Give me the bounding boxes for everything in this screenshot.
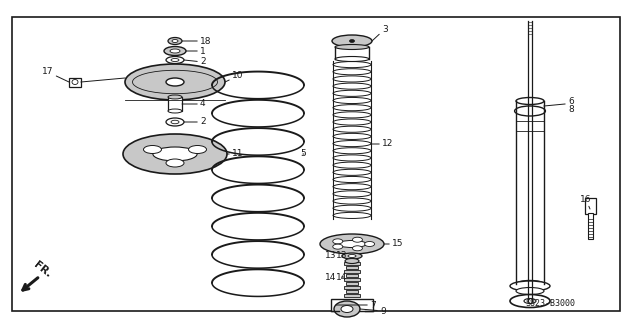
Ellipse shape bbox=[320, 234, 384, 254]
Ellipse shape bbox=[170, 49, 180, 53]
Ellipse shape bbox=[153, 147, 197, 161]
Text: 5: 5 bbox=[300, 150, 306, 159]
Bar bbox=[344, 262, 360, 265]
Ellipse shape bbox=[342, 253, 362, 259]
Text: 14: 14 bbox=[336, 272, 348, 281]
Bar bbox=[331, 299, 373, 311]
Ellipse shape bbox=[510, 281, 550, 291]
Text: 11: 11 bbox=[227, 150, 243, 159]
Text: 6: 6 bbox=[568, 97, 573, 106]
Ellipse shape bbox=[168, 38, 182, 44]
Ellipse shape bbox=[524, 299, 536, 303]
Ellipse shape bbox=[333, 244, 343, 249]
Ellipse shape bbox=[168, 109, 182, 113]
Text: 9: 9 bbox=[360, 307, 386, 315]
Bar bbox=[69, 78, 81, 87]
Bar bbox=[344, 278, 360, 281]
Bar bbox=[346, 282, 358, 285]
Text: 2: 2 bbox=[184, 57, 205, 66]
Ellipse shape bbox=[353, 246, 362, 251]
Bar bbox=[344, 270, 360, 273]
Bar bbox=[344, 294, 360, 297]
Ellipse shape bbox=[516, 280, 544, 287]
Ellipse shape bbox=[166, 78, 184, 86]
Ellipse shape bbox=[365, 241, 374, 247]
Ellipse shape bbox=[510, 294, 550, 308]
Bar bbox=[346, 266, 358, 269]
Text: 13: 13 bbox=[336, 251, 348, 261]
Bar bbox=[344, 286, 360, 289]
Ellipse shape bbox=[166, 56, 184, 63]
Ellipse shape bbox=[334, 301, 360, 317]
Ellipse shape bbox=[341, 306, 353, 313]
Bar bbox=[588, 213, 593, 239]
Ellipse shape bbox=[345, 258, 359, 263]
Text: 17: 17 bbox=[42, 68, 69, 82]
Text: 16: 16 bbox=[580, 195, 591, 209]
Ellipse shape bbox=[353, 237, 362, 242]
Ellipse shape bbox=[168, 95, 182, 99]
Ellipse shape bbox=[72, 79, 78, 85]
Ellipse shape bbox=[335, 44, 369, 49]
Ellipse shape bbox=[166, 159, 184, 167]
Text: 15: 15 bbox=[384, 240, 403, 249]
Text: 7: 7 bbox=[336, 300, 376, 309]
Text: 2: 2 bbox=[184, 117, 205, 127]
Text: 1: 1 bbox=[186, 47, 205, 56]
Ellipse shape bbox=[172, 40, 178, 42]
Ellipse shape bbox=[189, 145, 207, 153]
Ellipse shape bbox=[349, 40, 355, 42]
Text: 13: 13 bbox=[324, 251, 336, 261]
Text: 4: 4 bbox=[182, 100, 205, 108]
Bar bbox=[346, 290, 358, 293]
Ellipse shape bbox=[123, 134, 227, 174]
Text: 8: 8 bbox=[568, 106, 573, 115]
Ellipse shape bbox=[166, 118, 184, 126]
Ellipse shape bbox=[143, 145, 161, 153]
Text: 3: 3 bbox=[372, 25, 388, 41]
Text: 18: 18 bbox=[182, 36, 211, 46]
Text: 10: 10 bbox=[225, 71, 243, 82]
Ellipse shape bbox=[125, 64, 225, 100]
Ellipse shape bbox=[348, 255, 356, 257]
Ellipse shape bbox=[171, 120, 179, 124]
Bar bbox=[168, 97, 182, 111]
Text: 14: 14 bbox=[324, 272, 336, 281]
Bar bbox=[346, 274, 358, 277]
Ellipse shape bbox=[515, 106, 545, 116]
Text: S823-B3000: S823-B3000 bbox=[525, 300, 575, 308]
Ellipse shape bbox=[516, 98, 544, 105]
Ellipse shape bbox=[164, 47, 186, 56]
Ellipse shape bbox=[338, 241, 367, 248]
Ellipse shape bbox=[333, 239, 343, 244]
Bar bbox=[585, 198, 596, 214]
Text: 12: 12 bbox=[371, 139, 394, 149]
Ellipse shape bbox=[335, 56, 369, 62]
Ellipse shape bbox=[516, 287, 544, 294]
Text: FR.: FR. bbox=[32, 260, 53, 280]
Ellipse shape bbox=[171, 58, 179, 62]
Ellipse shape bbox=[332, 35, 372, 47]
